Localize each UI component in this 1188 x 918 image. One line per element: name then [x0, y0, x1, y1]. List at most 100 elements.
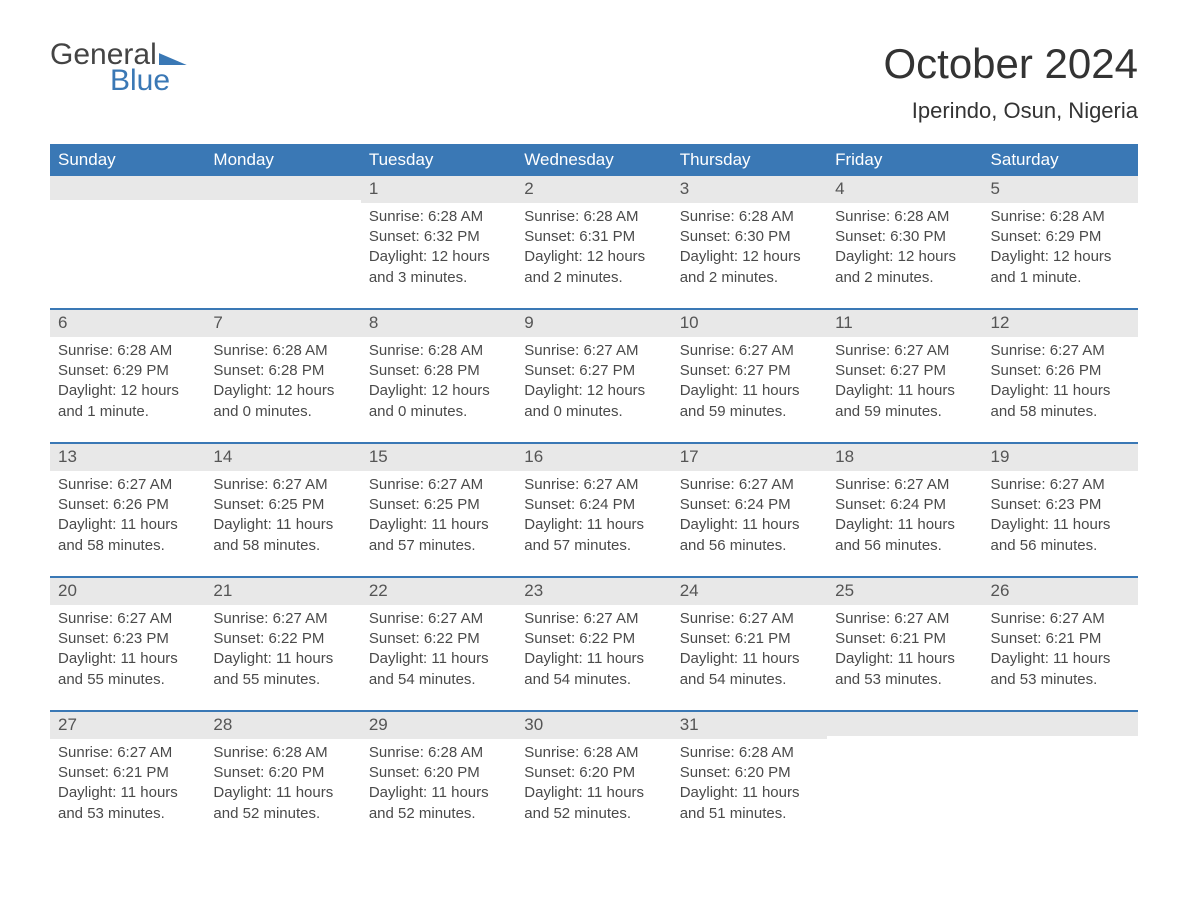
daylight-text: Daylight: 11 hours and 57 minutes. [524, 515, 663, 556]
sunset-text: Sunset: 6:20 PM [369, 763, 508, 783]
sunrise-text: Sunrise: 6:27 AM [991, 475, 1130, 495]
sunrise-text: Sunrise: 6:28 AM [991, 207, 1130, 227]
sunrise-text: Sunrise: 6:28 AM [524, 743, 663, 763]
day-cell: 4Sunrise: 6:28 AMSunset: 6:30 PMDaylight… [827, 176, 982, 296]
dow-saturday: Saturday [983, 144, 1138, 176]
day-number: 15 [361, 444, 516, 471]
day-number: 1 [361, 176, 516, 203]
day-number: 24 [672, 578, 827, 605]
calendar: Sunday Monday Tuesday Wednesday Thursday… [50, 144, 1138, 832]
sunset-text: Sunset: 6:28 PM [369, 361, 508, 381]
sunset-text: Sunset: 6:29 PM [991, 227, 1130, 247]
day-number: 25 [827, 578, 982, 605]
daylight-text: Daylight: 12 hours and 2 minutes. [524, 247, 663, 288]
day-number: 10 [672, 310, 827, 337]
daylight-text: Daylight: 12 hours and 1 minute. [58, 381, 197, 422]
day-cell: 13Sunrise: 6:27 AMSunset: 6:26 PMDayligh… [50, 444, 205, 564]
day-cell: 7Sunrise: 6:28 AMSunset: 6:28 PMDaylight… [205, 310, 360, 430]
daylight-text: Daylight: 11 hours and 58 minutes. [213, 515, 352, 556]
day-body: Sunrise: 6:28 AMSunset: 6:29 PMDaylight:… [983, 203, 1138, 296]
day-number: 16 [516, 444, 671, 471]
dow-thursday: Thursday [672, 144, 827, 176]
day-number: 2 [516, 176, 671, 203]
sunset-text: Sunset: 6:24 PM [835, 495, 974, 515]
day-cell: 10Sunrise: 6:27 AMSunset: 6:27 PMDayligh… [672, 310, 827, 430]
day-cell: 26Sunrise: 6:27 AMSunset: 6:21 PMDayligh… [983, 578, 1138, 698]
sunset-text: Sunset: 6:29 PM [58, 361, 197, 381]
day-body: Sunrise: 6:27 AMSunset: 6:26 PMDaylight:… [983, 337, 1138, 430]
dow-sunday: Sunday [50, 144, 205, 176]
day-body: Sunrise: 6:28 AMSunset: 6:31 PMDaylight:… [516, 203, 671, 296]
day-body: Sunrise: 6:28 AMSunset: 6:30 PMDaylight:… [827, 203, 982, 296]
day-body: Sunrise: 6:28 AMSunset: 6:30 PMDaylight:… [672, 203, 827, 296]
sunrise-text: Sunrise: 6:28 AM [369, 341, 508, 361]
sunset-text: Sunset: 6:26 PM [58, 495, 197, 515]
sunrise-text: Sunrise: 6:27 AM [213, 609, 352, 629]
sunrise-text: Sunrise: 6:27 AM [524, 609, 663, 629]
day-body: Sunrise: 6:28 AMSunset: 6:28 PMDaylight:… [205, 337, 360, 430]
sunrise-text: Sunrise: 6:27 AM [369, 609, 508, 629]
day-body: Sunrise: 6:27 AMSunset: 6:25 PMDaylight:… [361, 471, 516, 564]
day-number [983, 712, 1138, 736]
day-number: 29 [361, 712, 516, 739]
day-cell: 12Sunrise: 6:27 AMSunset: 6:26 PMDayligh… [983, 310, 1138, 430]
daylight-text: Daylight: 11 hours and 56 minutes. [991, 515, 1130, 556]
sunrise-text: Sunrise: 6:27 AM [524, 341, 663, 361]
day-number: 4 [827, 176, 982, 203]
day-number: 19 [983, 444, 1138, 471]
sunrise-text: Sunrise: 6:27 AM [524, 475, 663, 495]
daylight-text: Daylight: 12 hours and 0 minutes. [369, 381, 508, 422]
sunset-text: Sunset: 6:27 PM [835, 361, 974, 381]
sunset-text: Sunset: 6:21 PM [991, 629, 1130, 649]
sunrise-text: Sunrise: 6:27 AM [991, 341, 1130, 361]
day-cell: 31Sunrise: 6:28 AMSunset: 6:20 PMDayligh… [672, 712, 827, 832]
sunset-text: Sunset: 6:21 PM [680, 629, 819, 649]
sunset-text: Sunset: 6:24 PM [680, 495, 819, 515]
sunset-text: Sunset: 6:30 PM [835, 227, 974, 247]
day-cell: 18Sunrise: 6:27 AMSunset: 6:24 PMDayligh… [827, 444, 982, 564]
daylight-text: Daylight: 11 hours and 56 minutes. [680, 515, 819, 556]
daylight-text: Daylight: 12 hours and 1 minute. [991, 247, 1130, 288]
daylight-text: Daylight: 11 hours and 58 minutes. [991, 381, 1130, 422]
day-cell: 21Sunrise: 6:27 AMSunset: 6:22 PMDayligh… [205, 578, 360, 698]
sunset-text: Sunset: 6:27 PM [680, 361, 819, 381]
day-cell [983, 712, 1138, 832]
daylight-text: Daylight: 11 hours and 53 minutes. [58, 783, 197, 824]
week-row: 27Sunrise: 6:27 AMSunset: 6:21 PMDayligh… [50, 710, 1138, 832]
daylight-text: Daylight: 11 hours and 51 minutes. [680, 783, 819, 824]
sunrise-text: Sunrise: 6:27 AM [835, 341, 974, 361]
daylight-text: Daylight: 12 hours and 0 minutes. [213, 381, 352, 422]
daylight-text: Daylight: 11 hours and 53 minutes. [835, 649, 974, 690]
sunset-text: Sunset: 6:26 PM [991, 361, 1130, 381]
sunrise-text: Sunrise: 6:28 AM [524, 207, 663, 227]
daylight-text: Daylight: 11 hours and 52 minutes. [369, 783, 508, 824]
day-cell: 15Sunrise: 6:27 AMSunset: 6:25 PMDayligh… [361, 444, 516, 564]
daylight-text: Daylight: 12 hours and 0 minutes. [524, 381, 663, 422]
sunrise-text: Sunrise: 6:27 AM [680, 609, 819, 629]
day-body: Sunrise: 6:28 AMSunset: 6:28 PMDaylight:… [361, 337, 516, 430]
sunset-text: Sunset: 6:25 PM [213, 495, 352, 515]
day-number: 6 [50, 310, 205, 337]
sunset-text: Sunset: 6:23 PM [991, 495, 1130, 515]
sunset-text: Sunset: 6:32 PM [369, 227, 508, 247]
day-body: Sunrise: 6:27 AMSunset: 6:22 PMDaylight:… [516, 605, 671, 698]
day-body: Sunrise: 6:27 AMSunset: 6:21 PMDaylight:… [827, 605, 982, 698]
day-cell: 23Sunrise: 6:27 AMSunset: 6:22 PMDayligh… [516, 578, 671, 698]
daylight-text: Daylight: 11 hours and 55 minutes. [213, 649, 352, 690]
daylight-text: Daylight: 11 hours and 58 minutes. [58, 515, 197, 556]
day-cell: 1Sunrise: 6:28 AMSunset: 6:32 PMDaylight… [361, 176, 516, 296]
day-number: 23 [516, 578, 671, 605]
day-number: 13 [50, 444, 205, 471]
daylight-text: Daylight: 12 hours and 3 minutes. [369, 247, 508, 288]
dow-monday: Monday [205, 144, 360, 176]
day-cell: 24Sunrise: 6:27 AMSunset: 6:21 PMDayligh… [672, 578, 827, 698]
sunset-text: Sunset: 6:23 PM [58, 629, 197, 649]
day-body: Sunrise: 6:28 AMSunset: 6:20 PMDaylight:… [672, 739, 827, 832]
day-cell: 14Sunrise: 6:27 AMSunset: 6:25 PMDayligh… [205, 444, 360, 564]
sunset-text: Sunset: 6:21 PM [58, 763, 197, 783]
brand-logo: General Blue [50, 40, 187, 96]
day-number: 5 [983, 176, 1138, 203]
day-cell: 25Sunrise: 6:27 AMSunset: 6:21 PMDayligh… [827, 578, 982, 698]
weeks-container: 1Sunrise: 6:28 AMSunset: 6:32 PMDaylight… [50, 176, 1138, 832]
header: General Blue October 2024 Iperindo, Osun… [50, 40, 1138, 124]
